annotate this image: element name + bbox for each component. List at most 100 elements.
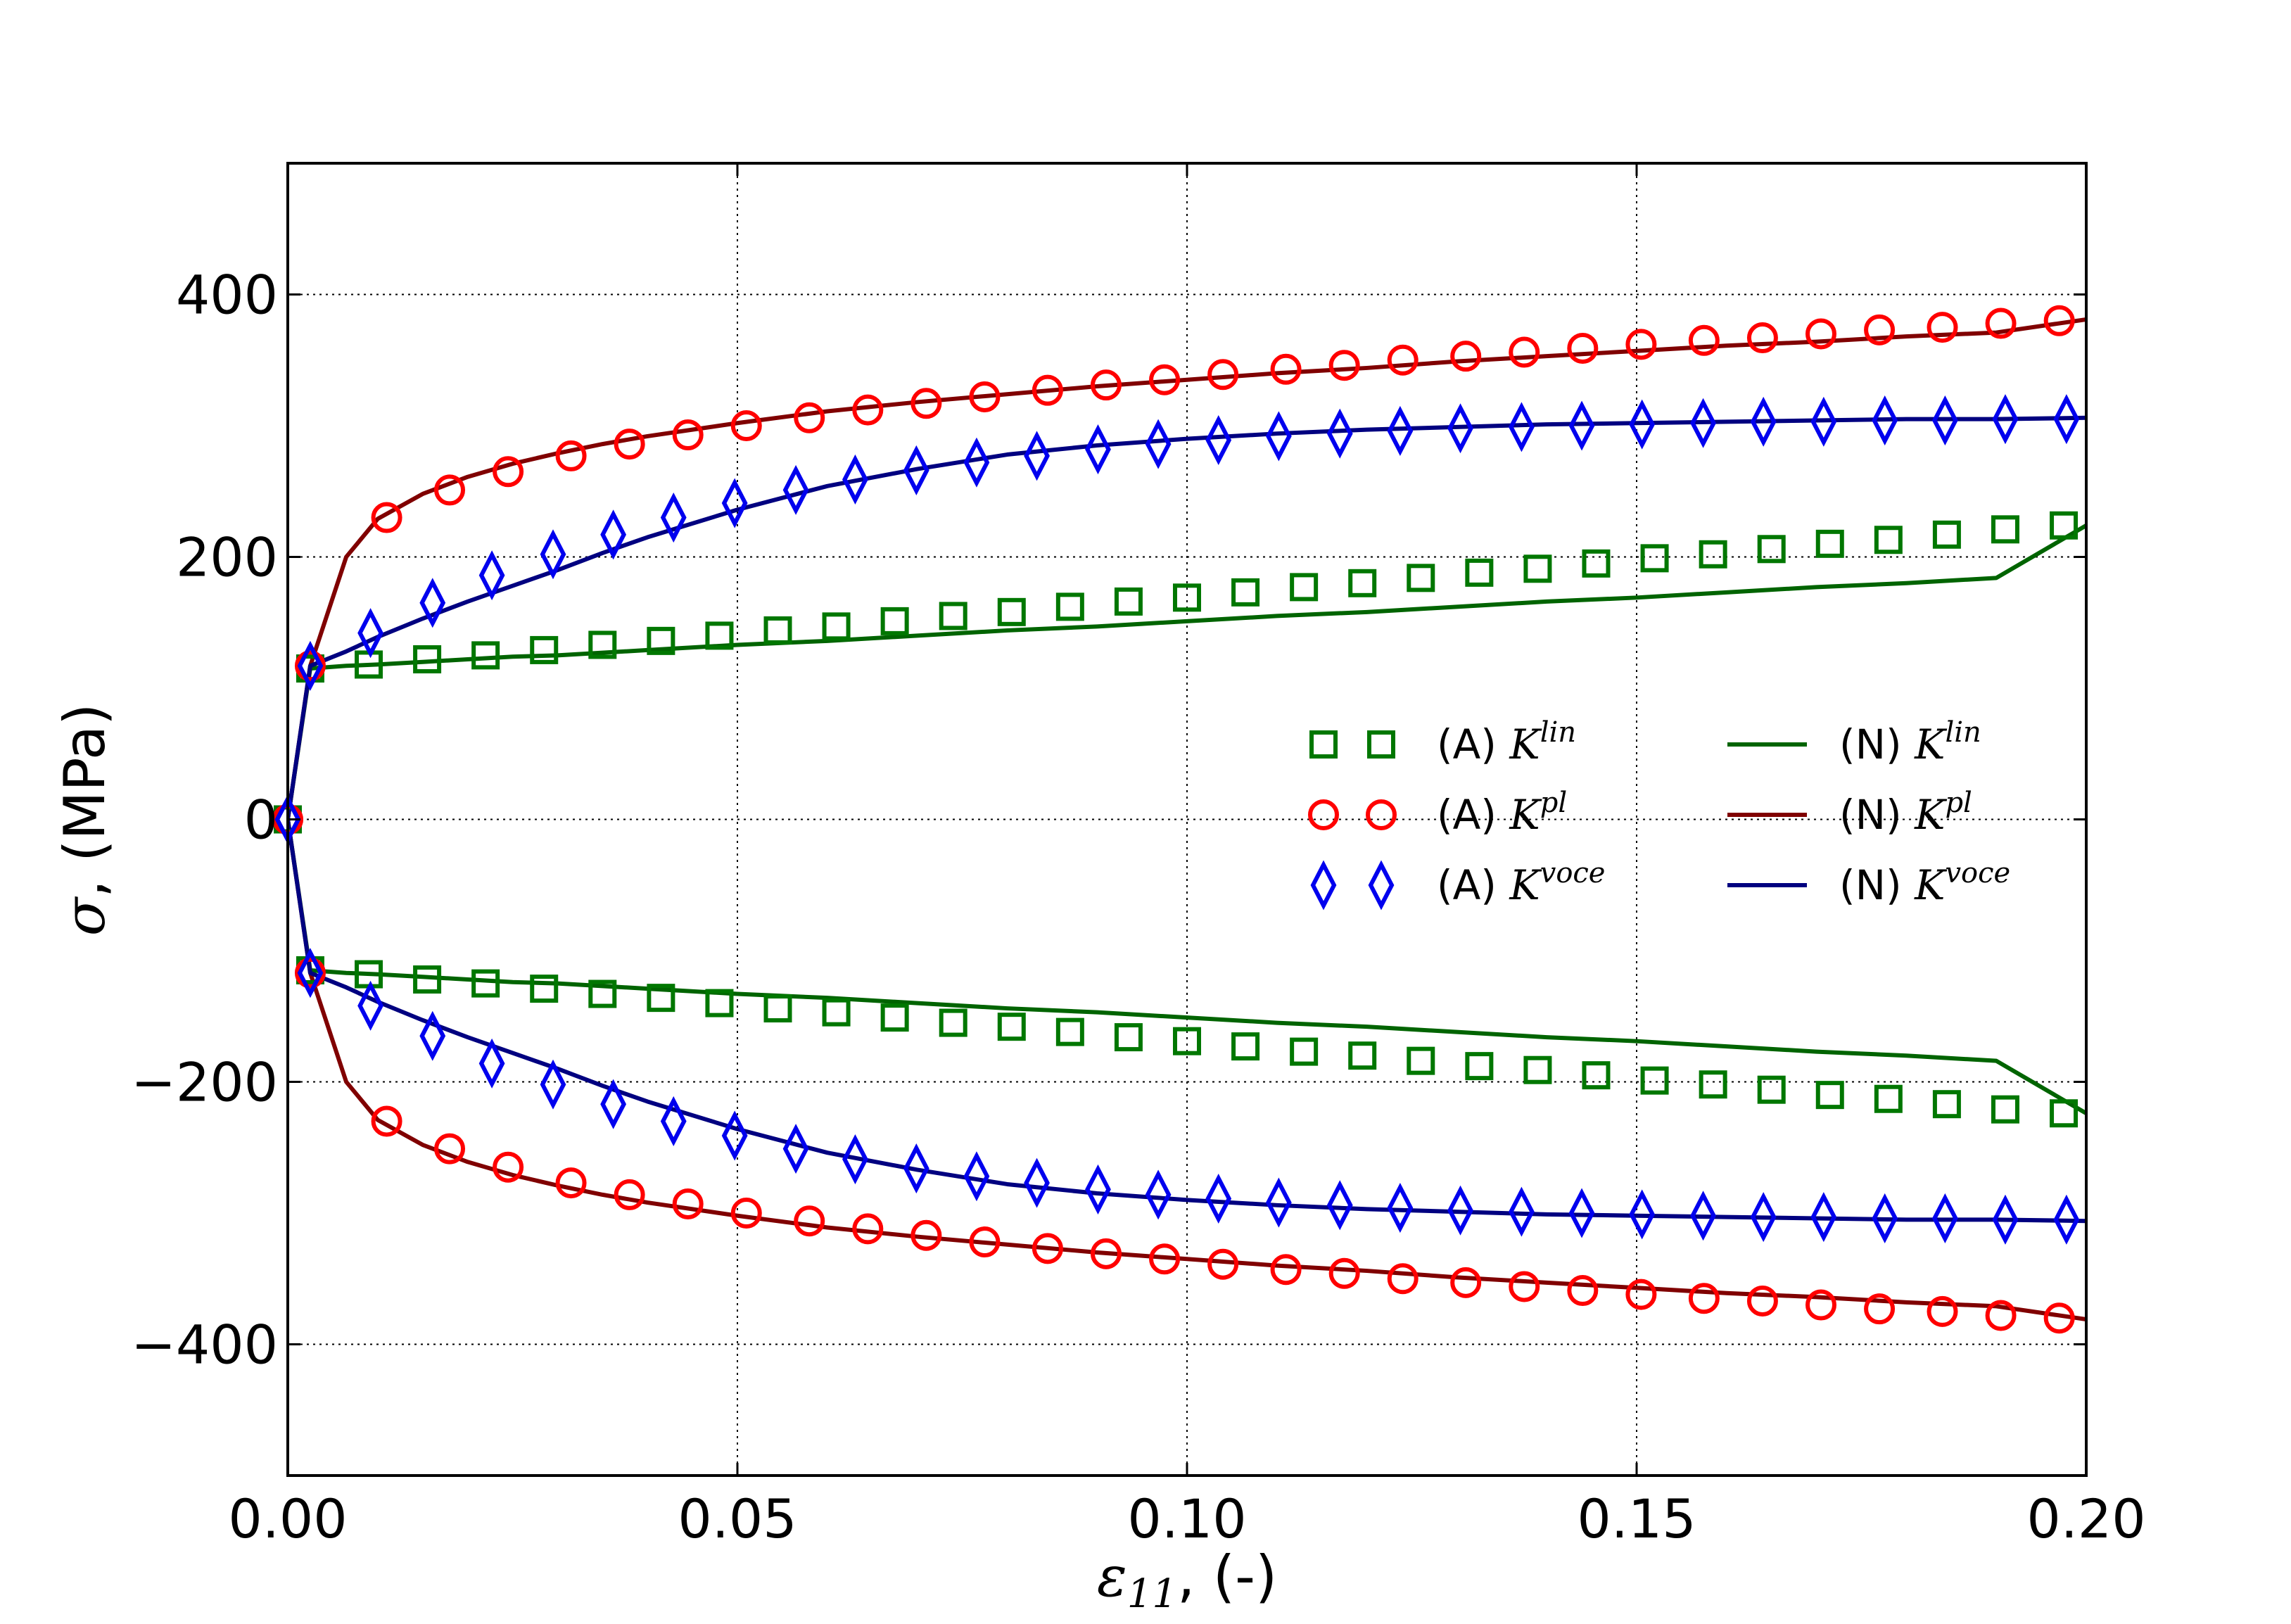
marker-voce-tension (1992, 394, 2019, 445)
marker-pl-tension (1864, 314, 1896, 345)
marker-lin-compression (822, 998, 851, 1027)
marker-pl-compression (1328, 1257, 1360, 1289)
marker-lin-tension (413, 645, 442, 673)
marker-pl-compression (1032, 1233, 1063, 1264)
marker-lin-compression (997, 1013, 1026, 1041)
x-label-suffix: , (-) (1177, 1544, 1277, 1609)
marker-voce-compression (1145, 1169, 1172, 1220)
marker-lin-compression (1874, 1084, 1903, 1113)
marker-voce-compression (1205, 1173, 1232, 1224)
legend-item-numerical-pl: (N) Kpl (1727, 787, 1972, 839)
legend: (A) Klin (A) Kpl (A) Kvoce (N) Klin (N) Kpl (… (1308, 716, 2010, 911)
series-pl-analytical (272, 305, 2075, 1334)
marker-pl-tension (1149, 364, 1181, 395)
x-tick-label: 0.00 (228, 1487, 347, 1550)
marker-lin-tension (1290, 573, 1319, 602)
line-lin-compression (288, 819, 2086, 1115)
series-pl-numerical (288, 317, 2086, 1322)
marker-voce-tension (782, 464, 809, 515)
marker-pl-tension (794, 402, 825, 433)
marker-pl-compression (969, 1226, 1001, 1258)
marker-voce-tension (540, 529, 566, 580)
marker-voce-tension (357, 608, 383, 659)
marker-pl-compression (1567, 1275, 1599, 1307)
marker-voce-compression (963, 1151, 990, 1202)
marker-voce-compression (1387, 1183, 1414, 1233)
marker-pl-tension (969, 381, 1001, 412)
marker-lin-tension (1465, 558, 1494, 587)
marker-lin-compression (939, 1008, 967, 1037)
marker-voce-tension (1265, 411, 1292, 462)
plot-area (272, 305, 2086, 1334)
marker-lin-compression (1055, 1017, 1084, 1046)
marker-pl-tension (1688, 324, 1720, 356)
marker-lin-tension (530, 635, 559, 664)
marker-voce-tension (1931, 395, 1958, 446)
marker-lin-tension (939, 602, 967, 630)
y-tick-label: −200 (131, 1051, 278, 1114)
marker-voce-tension (1568, 400, 1595, 451)
marker-voce-compression (842, 1134, 868, 1185)
marker-lin-compression (1699, 1070, 1727, 1099)
x-tick-label: 0.05 (678, 1487, 797, 1550)
marker-voce-compression (1750, 1192, 1777, 1243)
y-axis-label-text: σ, (MPa) (52, 704, 118, 937)
marker-voce-tension (1629, 399, 1656, 450)
marker-voce-compression (1872, 1193, 1898, 1243)
marker-pl-tension (1090, 369, 1122, 401)
marker-voce-tension (1145, 419, 1172, 469)
marker-pl-compression (614, 1179, 645, 1210)
marker-voce-tension (1750, 396, 1777, 447)
marker-voce-tension (1326, 408, 1353, 459)
marker-pl-tension (434, 474, 466, 506)
marker-voce-compression (1568, 1188, 1595, 1238)
marker-pl-compression (1985, 1300, 2017, 1331)
line-pl-compression (288, 819, 2086, 1322)
marker-voce-compression (540, 1059, 566, 1110)
marker-lin-compression (413, 965, 442, 994)
marker-voce-tension (721, 478, 748, 528)
marker-lin-compression (1991, 1095, 2019, 1124)
marker-lin-compression (530, 975, 559, 1003)
marker-voce-compression (297, 948, 324, 998)
marker-lin-tension (1523, 554, 1552, 583)
marker-pl-tension (1328, 350, 1360, 381)
y-label-suffix: , (MPa) (52, 704, 118, 898)
legend-marker (1309, 730, 1338, 759)
legend-marker (1368, 860, 1395, 911)
marker-pl-compression (910, 1219, 942, 1251)
marker-pl-compression (1090, 1238, 1122, 1269)
legend-label: (A) Kpl (1437, 787, 1567, 839)
marker-lin-tension (1114, 587, 1143, 616)
marker-voce-tension (2053, 394, 2080, 445)
marker-lin-compression (1465, 1052, 1494, 1081)
marker-pl-compression (730, 1198, 762, 1229)
marker-voce-compression (1085, 1164, 1111, 1214)
legend-item-numerical-voce: (N) Kvoce (1727, 857, 2010, 909)
marker-voce-tension (419, 578, 446, 628)
x-label-symbol: ε (1097, 1544, 1127, 1609)
marker-lin-tension (1757, 535, 1786, 564)
marker-lin-compression (1348, 1041, 1377, 1070)
marker-pl-compression (1509, 1271, 1540, 1302)
marker-voce-tension (660, 493, 687, 543)
line-pl-tension (288, 317, 2086, 820)
marker-lin-tension (1932, 520, 1961, 549)
marker-voce-tension (478, 550, 505, 601)
marker-voce-tension (1447, 403, 1473, 454)
legend-marker (1367, 730, 1395, 759)
marker-pl-compression (1387, 1263, 1419, 1295)
marker-lin-compression (2050, 1099, 2079, 1128)
marker-pl-tension (1985, 307, 2017, 339)
series-voce-analytical (274, 394, 2080, 1245)
marker-pl-tension (614, 429, 645, 460)
marker-pl-tension (1509, 336, 1540, 368)
marker-lin-compression (1932, 1090, 1961, 1119)
marker-pl-compression (2043, 1302, 2075, 1334)
marker-voce-compression (1326, 1180, 1353, 1231)
marker-voce-compression (478, 1038, 505, 1089)
marker-pl-compression (1270, 1254, 1302, 1286)
marker-voce-tension (1387, 405, 1414, 456)
line-lin-tension (288, 524, 2086, 820)
